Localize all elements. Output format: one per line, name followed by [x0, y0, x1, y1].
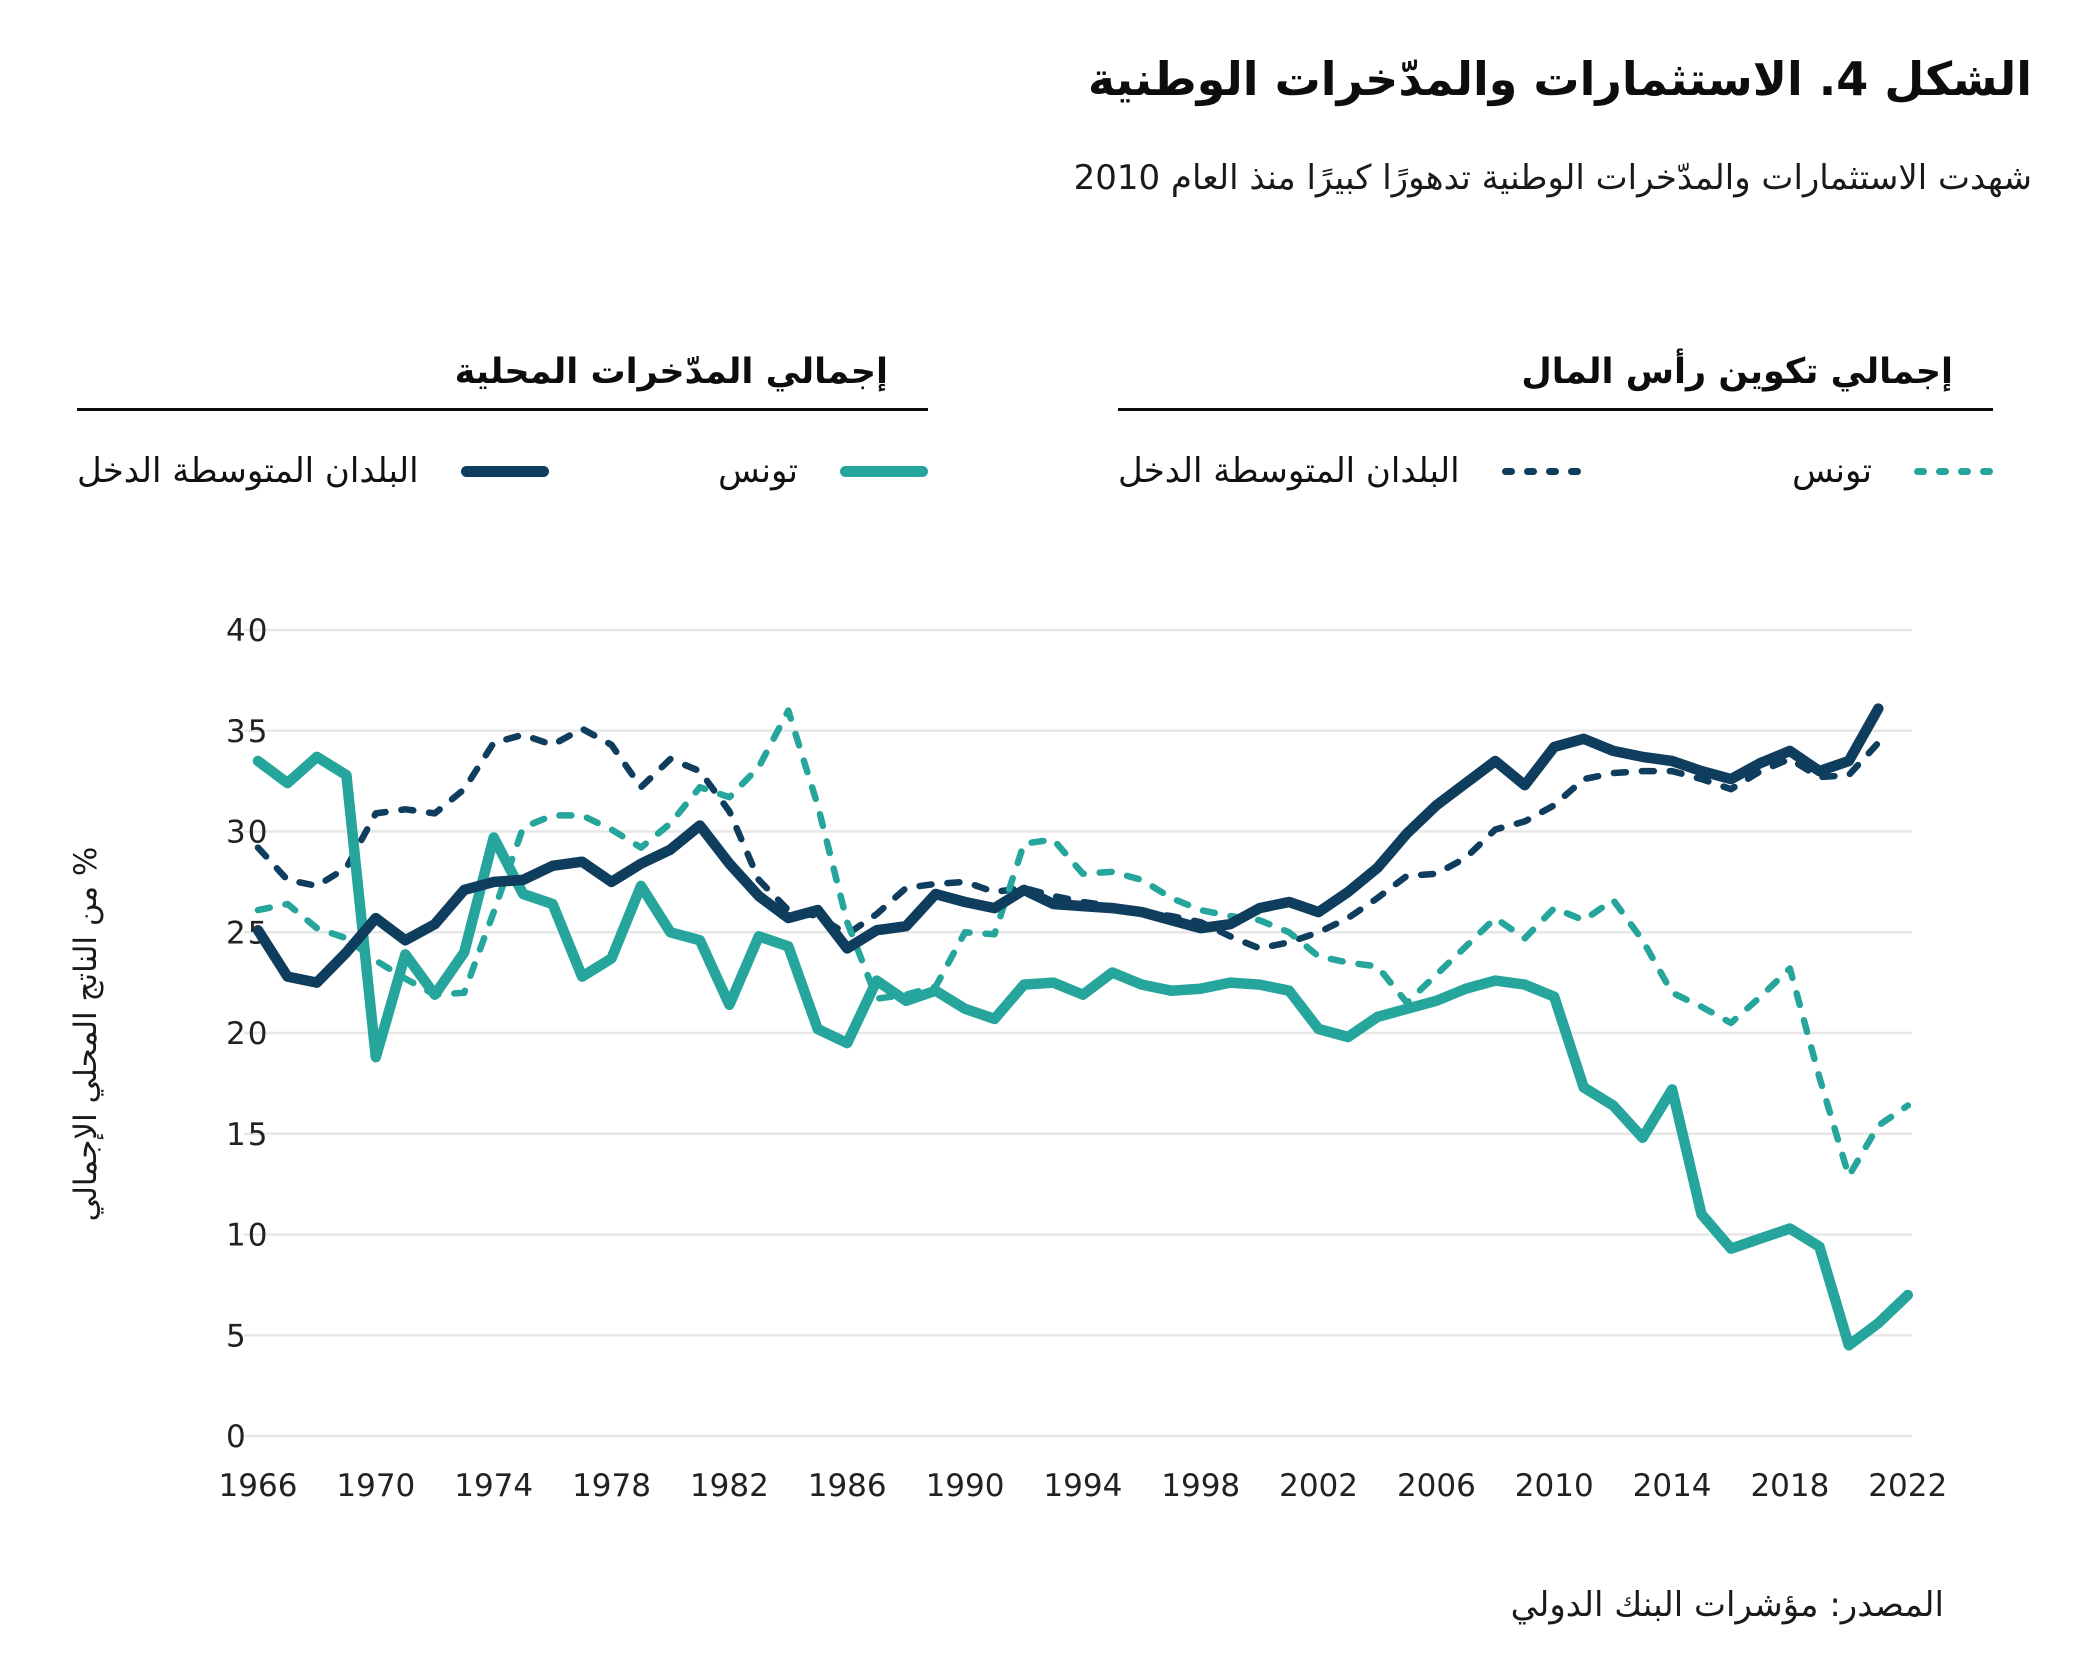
legend-item-label: تونس	[1792, 451, 1872, 491]
x-tick-label: 1970	[336, 1468, 415, 1504]
x-tick-label: 1982	[690, 1468, 769, 1504]
y-axis-title: % من الناتج المحلي الإجمالي	[68, 847, 104, 1222]
middle-income-gcf-dashed-line-swatch	[1501, 467, 1581, 475]
legend-group-title: إجمالي تكوين رأس المال	[1118, 352, 1993, 411]
x-tick-label: 1978	[572, 1468, 651, 1504]
legend-item-tunisia-savings: تونس	[718, 451, 928, 491]
x-tick-label: 2002	[1279, 1468, 1358, 1504]
series-line-mic_savings	[252, 703, 1884, 988]
x-tick-label: 1966	[219, 1468, 298, 1504]
legend-group-title: إجمالي المدّخرات المحلية	[77, 352, 928, 411]
y-tick-label: 20	[226, 1016, 269, 1052]
legend-item-label: تونس	[718, 451, 798, 491]
y-tick-label: 0	[226, 1419, 248, 1455]
x-tick-label: 2010	[1515, 1468, 1594, 1504]
series-line-tunisia_savings	[252, 751, 1914, 1351]
x-tick-label: 1986	[808, 1468, 887, 1504]
tunisia-savings-solid-line-swatch	[840, 465, 928, 477]
x-tick-label: 2006	[1397, 1468, 1476, 1504]
tunisia-gcf-dashed-line-swatch	[1914, 467, 1993, 475]
x-tick-label: 1998	[1161, 1468, 1240, 1504]
legend-item-label: البلدان المتوسطة الدخل	[77, 451, 419, 491]
series-line-tunisia_gcf	[254, 707, 1912, 1180]
y-tick-label: 10	[226, 1218, 269, 1254]
figure-title: الشكل 4. الاستثمارات والمدّخرات الوطنية	[1087, 52, 2032, 106]
y-tick-label: 35	[226, 714, 269, 750]
middle-income-savings-solid-line-swatch	[460, 465, 549, 477]
x-tick-label: 1974	[454, 1468, 533, 1504]
legend-group-domestic-savings: إجمالي المدّخرات المحلية تونس البلدان ال…	[77, 352, 928, 491]
legend-item-label: البلدان المتوسطة الدخل	[1118, 451, 1460, 491]
legend-group-capital-formation: إجمالي تكوين رأس المال تونس البلدان المت…	[1118, 352, 1993, 491]
y-tick-label: 15	[226, 1117, 269, 1153]
y-tick-label: 40	[226, 613, 269, 649]
source-note: المصدر: مؤشرات البنك الدولي	[1510, 1585, 1944, 1625]
y-tick-label: 30	[226, 815, 269, 851]
legend-item-middle-income-gcf: البلدان المتوسطة الدخل	[1118, 451, 1581, 491]
legend-items-row: تونس البلدان المتوسطة الدخل	[77, 451, 928, 491]
x-tick-label: 2022	[1868, 1468, 1947, 1504]
legend-item-middle-income-savings: البلدان المتوسطة الدخل	[77, 451, 549, 491]
legend-items-row: تونس البلدان المتوسطة الدخل	[1118, 451, 1993, 491]
figure-subtitle: شهدت الاستثمارات والمدّخرات الوطنية تدهو…	[1073, 158, 2032, 198]
x-tick-label: 2018	[1750, 1468, 1829, 1504]
series-line-mic_gcf	[254, 725, 1882, 952]
y-tick-label: 5	[226, 1318, 248, 1354]
x-tick-label: 2014	[1633, 1468, 1712, 1504]
legend-item-tunisia-gcf: تونس	[1792, 451, 1993, 491]
x-tick-label: 1990	[926, 1468, 1005, 1504]
x-tick-label: 1994	[1043, 1468, 1122, 1504]
